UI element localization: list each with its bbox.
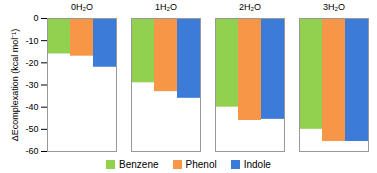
html-text:Indole: Indole (243, 158, 271, 170)
svg-text:-50: -50 (25, 124, 38, 134)
svg-text:-20: -20 (25, 58, 38, 68)
svg-text:3H₂O: 3H₂O (323, 2, 345, 12)
svg-text:2H₂O: 2H₂O (239, 2, 261, 12)
svg-text:1H₂O: 1H₂O (155, 2, 177, 12)
svg-text:ΔEcomplexation (kcal mol⁻¹): ΔEcomplexation (kcal mol⁻¹) (10, 29, 20, 142)
svg-text:-60: -60 (25, 146, 38, 155)
svg-text:0: 0 (33, 13, 38, 23)
svg-text:-40: -40 (25, 102, 38, 112)
html-text:Phenol: Phenol (185, 158, 217, 170)
svg-text:-30: -30 (25, 80, 38, 90)
html-text:Benzene: Benzene (119, 158, 159, 170)
svg-text:-10: -10 (25, 36, 38, 46)
svg-text:0H₂O: 0H₂O (71, 2, 93, 12)
